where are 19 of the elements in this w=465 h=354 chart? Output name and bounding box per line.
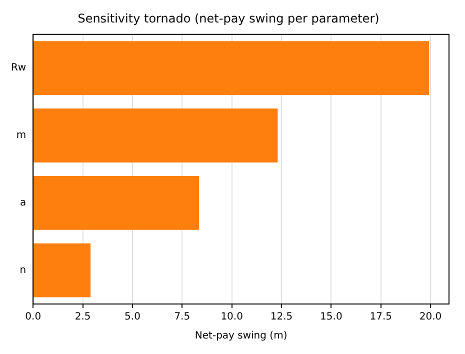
x-tick-label: 2.5 [74,312,91,323]
x-axis-title: Net-pay swing (m) [194,330,288,342]
y-tick-label: n [20,264,26,276]
x-tick-label: 17.5 [370,312,392,323]
bar [34,108,278,162]
x-tick-label: 0.0 [25,312,42,323]
x-tick-label: 7.5 [174,312,190,323]
x-tick-label: 20.0 [419,312,442,323]
x-tick-label: 5.0 [124,312,140,323]
y-tick-label: a [20,197,26,208]
x-tick-label: 10.0 [220,312,243,323]
x-tick-label: 12.5 [270,312,293,323]
chart-title: Sensitivity tornado (net-pay swing per parameter) [78,11,380,26]
y-tick-label: Rw [10,62,26,74]
bar [34,41,430,96]
bar [34,176,200,230]
y-tick-label: m [16,130,26,142]
bar [34,243,91,298]
x-tick-label: 15.0 [320,312,342,323]
